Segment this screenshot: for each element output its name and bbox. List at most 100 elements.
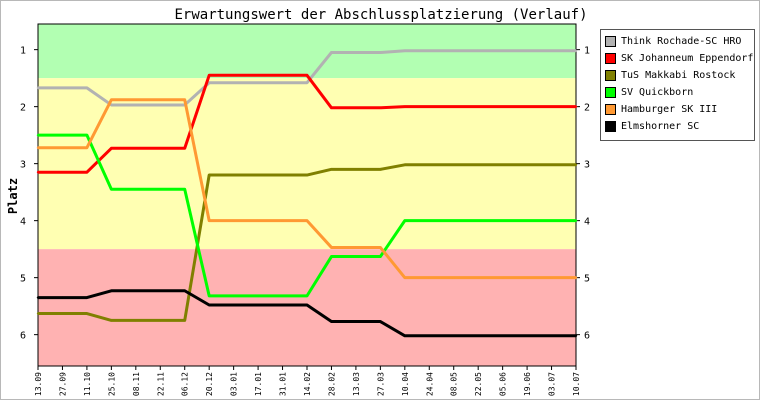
y-tick-label-left: 6 <box>20 331 26 342</box>
data-point <box>183 289 186 292</box>
legend-swatch <box>605 53 616 64</box>
data-point <box>281 303 284 307</box>
data-point <box>452 105 455 108</box>
data-point <box>159 188 162 191</box>
x-tick-label: 22.11 <box>156 372 165 396</box>
data-point <box>256 294 260 298</box>
x-tick-label: 31.01 <box>279 372 288 396</box>
data-point <box>281 81 284 84</box>
data-point <box>232 294 235 298</box>
legend-label: Hamburger SK III <box>621 104 718 115</box>
data-point <box>525 163 529 166</box>
data-point <box>525 49 529 52</box>
data-point <box>159 98 162 102</box>
data-point <box>574 334 578 337</box>
y-tick-label-right: 3 <box>584 160 590 171</box>
data-point <box>452 276 455 279</box>
data-point <box>525 334 529 337</box>
y-tick-label-right: 4 <box>584 217 590 228</box>
data-point <box>134 147 138 150</box>
data-point <box>379 106 382 109</box>
data-point <box>354 106 358 109</box>
data-point <box>256 74 260 77</box>
data-point <box>85 296 89 299</box>
data-point <box>110 103 113 107</box>
data-point <box>183 147 186 150</box>
data-point <box>281 219 284 222</box>
data-point <box>61 146 64 149</box>
data-point <box>85 133 89 137</box>
data-point <box>330 51 333 54</box>
data-point <box>207 303 211 307</box>
data-point <box>36 133 40 137</box>
data-point <box>256 219 260 222</box>
legend-swatch <box>605 87 616 98</box>
data-point <box>207 81 211 84</box>
data-point <box>110 319 113 322</box>
data-point <box>159 289 162 292</box>
data-point <box>476 105 480 108</box>
data-point <box>428 334 431 337</box>
data-point <box>305 74 309 77</box>
data-point <box>207 74 211 77</box>
data-point <box>403 219 407 222</box>
legend-swatch <box>605 36 616 47</box>
data-point <box>354 255 358 258</box>
data-point <box>61 296 64 299</box>
data-point <box>110 188 113 191</box>
data-point <box>452 49 455 52</box>
x-tick-label: 19.06 <box>523 372 532 396</box>
data-point <box>379 255 382 258</box>
x-tick-label: 27.03 <box>376 372 385 396</box>
y-tick-label-left: 2 <box>20 103 26 114</box>
data-point <box>574 105 578 108</box>
data-point <box>403 105 407 108</box>
data-point <box>501 219 504 222</box>
data-point <box>354 246 358 249</box>
data-point <box>207 294 211 298</box>
data-point <box>428 105 431 108</box>
data-point <box>85 171 89 174</box>
x-tick-label: 03.01 <box>230 372 239 396</box>
data-point <box>330 255 333 258</box>
x-tick-label: 03.07 <box>548 372 557 396</box>
data-point <box>354 168 358 171</box>
y-tick-label-left: 3 <box>20 160 26 171</box>
y-tick-label-right: 2 <box>584 103 590 114</box>
data-point <box>452 219 455 222</box>
data-point <box>476 334 480 337</box>
data-point <box>330 320 333 323</box>
y-tick-label-right: 1 <box>584 46 590 57</box>
data-point <box>550 276 553 279</box>
data-point <box>110 98 113 102</box>
legend-label: Think Rochade-SC HRO <box>621 36 742 47</box>
legend-swatch <box>605 104 616 115</box>
data-point <box>232 173 235 177</box>
data-point <box>281 74 284 77</box>
data-point <box>61 312 64 315</box>
data-point <box>501 163 504 166</box>
data-point <box>550 334 553 337</box>
data-point <box>354 51 358 54</box>
data-point <box>501 105 504 108</box>
y-tick-label-right: 6 <box>584 331 590 342</box>
data-point <box>305 173 309 177</box>
legend-swatch <box>605 70 616 81</box>
data-point <box>134 289 138 292</box>
data-point <box>183 319 186 322</box>
data-point <box>403 276 407 279</box>
data-point <box>281 173 284 177</box>
data-point <box>550 163 553 166</box>
data-point <box>550 105 553 108</box>
data-point <box>134 319 138 322</box>
data-point <box>305 303 309 307</box>
data-point <box>550 219 553 222</box>
data-point <box>232 303 235 307</box>
x-tick-label: 27.09 <box>58 372 67 396</box>
data-point <box>159 147 162 150</box>
data-point <box>403 334 407 337</box>
data-point <box>330 246 333 249</box>
data-point <box>134 103 138 107</box>
x-tick-label: 24.04 <box>425 372 434 396</box>
